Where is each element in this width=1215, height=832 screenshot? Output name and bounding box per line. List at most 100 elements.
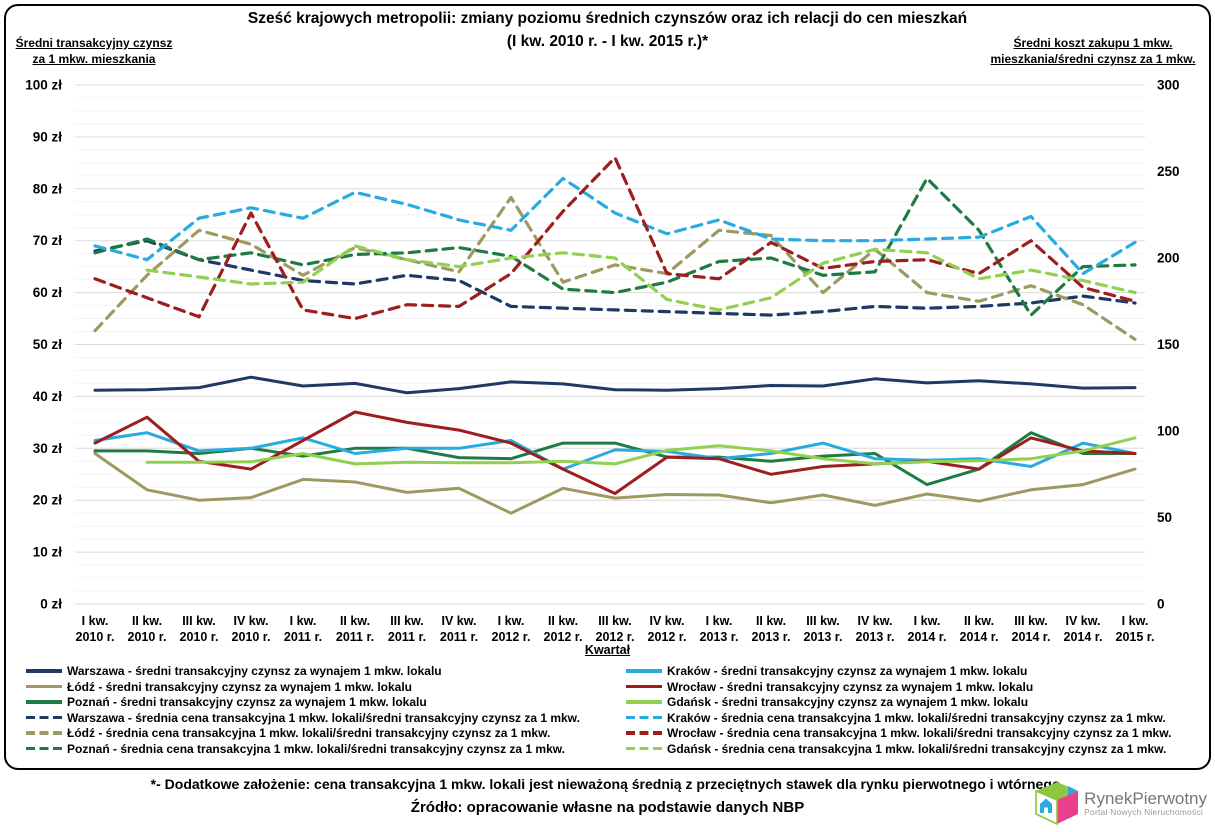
gridlines [75,84,1145,605]
x-axis-title: Kwartał [584,643,631,657]
legend-item-poznan-czynsz: Poznań - średni transakcyjny czynsz za w… [26,695,580,710]
x-tick-label: 2015 r. [1116,630,1155,644]
x-tick-label: III kw. [182,614,216,628]
right-tick-label: 50 [1157,510,1172,525]
legend-item-gdansk-czynsz: Gdańsk - średni transakcyjny czynsz za w… [626,695,1171,710]
series-line-wroclaw-relacja [93,156,1137,321]
legend-swatch-solid [26,684,62,689]
legend-item-warszawa-relacja: Warszawa - średnia cena transakcyjna 1 m… [26,710,580,725]
legend-label: Kraków - średnia cena transakcyjna 1 mkw… [667,710,1166,725]
left-tick-label: 30 zł [33,441,63,456]
x-tick-label: I kw. [706,614,733,628]
legend-swatch-solid [26,700,62,704]
legend-label: Łódź - średnia cena transakcyjna 1 mkw. … [67,726,551,741]
series-line-warszawa-relacja [93,239,1137,317]
x-tick-label: 2014 r. [960,630,999,644]
x-tick-label: 2012 r. [596,630,635,644]
left-tick-label: 50 zł [33,337,63,352]
left-tick-label: 20 zł [33,493,63,508]
left-tick-label: 40 zł [33,389,63,404]
x-tick-label: II kw. [756,614,786,628]
series-line-poznan-relacja [93,176,1137,317]
x-tick-label: III kw. [598,614,632,628]
legend-item-poznan-relacja: Poznań - średnia cena transakcyjna 1 mkw… [26,742,580,756]
x-tick-label: 2011 r. [388,630,426,644]
legend-swatch-solid [626,684,662,689]
x-tick-label: IV kw. [650,614,685,628]
x-tick-label: 2010 r. [232,630,271,644]
x-tick-label: 2014 r. [908,630,947,644]
legend-item-wroclaw-relacja: Wrocław - średnia cena transakcyjna 1 mk… [626,726,1172,741]
x-tick-label: I kw. [914,614,941,628]
legend-swatch-dashed [26,746,62,751]
x-tick-label: 2011 r. [284,630,322,644]
left-tick-label: 0 zł [40,597,62,612]
x-tick-label: 2014 r. [1012,630,1051,644]
x-tick-label: II kw. [340,614,370,628]
left-axis-ticks: 100 zł 90 zł 80 zł 70 zł 60 zł 50 zł 40 zł 30 z… [25,78,62,612]
series-line-lodz-czynsz [93,452,1137,515]
x-tick-label: I kw. [82,614,109,628]
left-tick-label: 100 zł [25,78,62,93]
legend-label: Gdańsk - średni transakcyjny czynsz za w… [667,695,1029,710]
rynekpierwotny-logo: RynekPierwotny Portal Nowych Nieruchomoś… [1034,780,1207,827]
legend-label: Wrocław - średnia cena transakcyjna 1 mk… [667,726,1172,741]
x-tick-label: 2010 r. [180,630,219,644]
legend-item-krakow-czynsz: Kraków - średni transakcyjny czynsz za w… [626,664,1171,678]
logo-house-icon [1035,782,1079,826]
series-line-krakow-czynsz [93,431,1137,471]
legend-swatch-dashed [626,731,662,735]
legend-swatch-dashed [26,731,62,735]
source-note: Źródło: opracowanie własne na podstawie … [410,799,805,816]
x-tick-label: III kw. [806,614,840,628]
x-tick-label: III kw. [390,614,424,628]
logo-subtitle: Portal Nowych Nieruchomości [1084,806,1203,817]
left-tick-label: 90 zł [33,129,63,144]
x-tick-label: 2012 r. [648,630,687,644]
x-tick-label: 2013 r. [752,630,791,644]
left-tick-label: 60 zł [33,285,63,300]
x-tick-label: 2010 r. [128,630,167,644]
series-line-gdansk-czynsz [145,436,1137,466]
x-tick-label: 2014 r. [1064,630,1103,644]
right-tick-label: 0 [1157,597,1165,612]
footnote: *- Dodatkowe założenie: cena transakcyjn… [150,776,1065,792]
logo-text: RynekPierwotny Portal Nowych Nieruchomoś… [1084,790,1207,817]
legend-label: Warszawa - średni transakcyjny czynsz za… [67,664,442,679]
x-axis-ticks: I kw. 2010 r. II kw. 2010 r. III kw. 2010 r. I… [76,614,1155,644]
x-tick-label: I kw. [498,614,525,628]
legend-item-gdansk-relacja: Gdańsk - średnia cena transakcyjna 1 mkw… [626,741,1171,756]
x-tick-label: 2012 r. [544,630,583,644]
x-tick-label: 2013 r. [804,630,843,644]
legend-item-wroclaw-czynsz: Wrocław - średni transakcyjny czynsz za … [626,679,1171,694]
legend-item-warszawa-czynsz: Warszawa - średni transakcyjny czynsz za… [26,664,580,679]
legend-label: Gdańsk - średnia cena transakcyjna 1 mkw… [667,741,1167,756]
x-tick-label: 2011 r. [440,630,478,644]
legend-label: Warszawa - średnia cena transakcyjna 1 m… [67,710,580,725]
left-tick-label: 10 zł [33,545,63,560]
x-tick-label: II kw. [132,614,162,628]
legend-swatch-solid [626,700,662,704]
chart-title: Sześć krajowych metropolii: zmiany pozio… [0,7,1215,53]
x-tick-label: 2011 r. [336,630,374,644]
x-tick-label: IV kw. [858,614,893,628]
x-tick-label: I kw. [290,614,317,628]
x-tick-label: IV kw. [1066,614,1101,628]
legend-column-right: Kraków - średni transakcyjny czynsz za w… [626,664,1172,756]
right-tick-label: 100 [1157,424,1180,439]
x-tick-label: III kw. [1014,614,1048,628]
legend-item-lodz-czynsz: Łódź - średni transakcyjny czynsz za wyn… [26,680,580,694]
right-axis-title: Średni koszt zakupu 1 mkw. mieszkania/śr… [990,36,1196,66]
x-tick-label: 2010 r. [76,630,115,644]
legend-label: Wrocław - średni transakcyjny czynsz za … [667,679,1034,694]
right-tick-label: 250 [1157,164,1180,179]
right-axis-ticks: 300 250 200 150 100 50 0 [1157,78,1180,612]
series-line-lodz-relacja [93,195,1137,341]
legend-swatch-solid [26,669,62,673]
series-line-krakow-relacja [93,176,1137,276]
series-line-poznan-czynsz [93,431,1137,487]
legend-item-krakow-relacja: Kraków - średnia cena transakcyjna 1 mkw… [626,710,1171,725]
legend-label: Poznań - średni transakcyjny czynsz za w… [67,695,427,710]
legend-swatch-dashed [26,715,62,720]
